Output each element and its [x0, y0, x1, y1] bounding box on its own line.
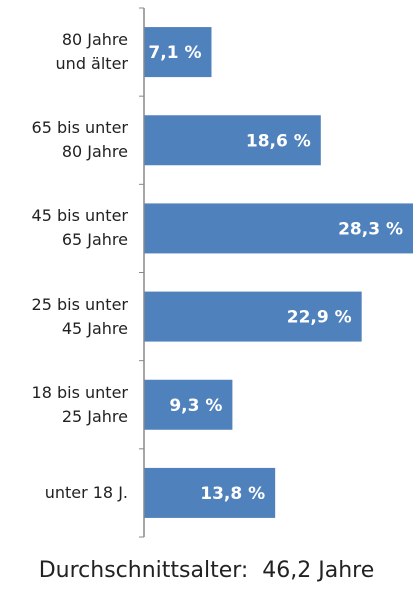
- bar: [144, 379, 233, 430]
- category-label: 18 bis unter 25 Jahre: [31, 382, 128, 426]
- category-label: unter 18 J.: [44, 482, 128, 502]
- value-label: 9,3 %: [169, 396, 222, 416]
- category-label: 80 Jahre und älter: [55, 30, 128, 74]
- bar: [144, 291, 362, 342]
- value-label: 28,3 %: [338, 219, 403, 239]
- category-label: 65 bis unter 80 Jahre: [31, 118, 128, 162]
- bar: [144, 115, 321, 166]
- category-label: 45 bis unter 65 Jahre: [31, 206, 128, 250]
- value-label: 22,9 %: [287, 308, 352, 328]
- value-label: 18,6 %: [246, 131, 311, 151]
- category-label: 25 bis unter 45 Jahre: [31, 294, 128, 338]
- value-label: 7,1 %: [148, 43, 201, 63]
- bar: [144, 203, 413, 254]
- bar: [144, 467, 276, 518]
- bar: [144, 27, 212, 78]
- value-label: 13,8 %: [200, 484, 265, 504]
- annotation: Durchschnittsalter: 46,2 Jahre: [38, 558, 375, 583]
